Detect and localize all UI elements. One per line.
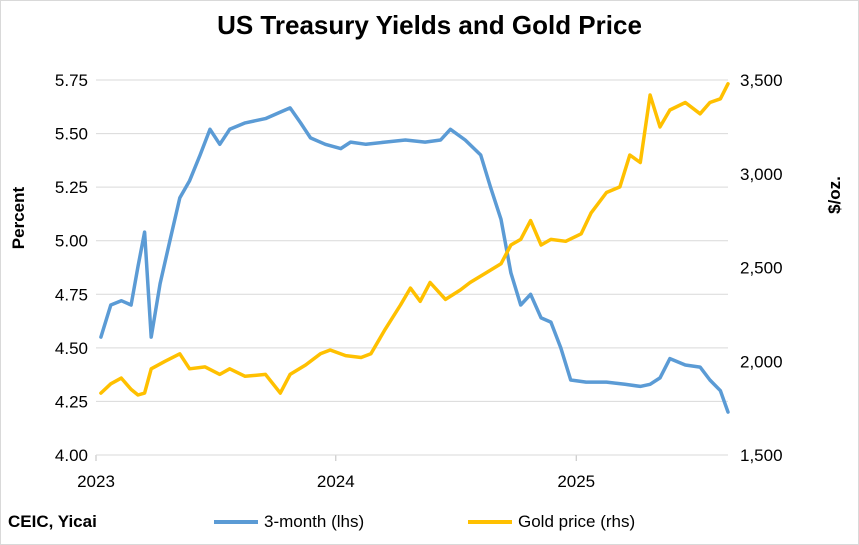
right-tick-label: 1,500 [740,446,783,465]
right-tick-label: 3,000 [740,165,783,184]
x-tick-label: 2024 [317,472,355,491]
legend-item-3-month: 3-month (lhs) [214,512,364,532]
right-axis-ticks: 1,500 2,000 2,500 3,000 3,500 [740,71,783,465]
left-tick-label: 5.00 [55,232,88,251]
left-tick-label: 5.25 [55,178,88,197]
legend-swatch-gold [468,520,512,524]
source-credit: CEIC, Yicai [8,512,97,531]
left-axis-ticks: 4.00 4.25 4.50 4.75 5.00 5.25 5.50 5.75 [55,71,88,465]
gridlines [96,79,728,402]
left-tick-label: 4.25 [55,392,88,411]
series-layer [99,82,730,414]
right-axis-label: $/oz. [825,176,844,214]
right-tick-label: 3,500 [740,71,783,90]
series-line-3-month [99,106,730,414]
left-tick-label: 4.75 [55,285,88,304]
right-tick-label: 2,500 [740,259,783,278]
x-axis-ticks: 2023 2024 2025 [77,455,595,491]
left-tick-label: 4.50 [55,339,88,358]
left-axis-label: Percent [9,186,28,249]
legend-label-gold: Gold price (rhs) [518,512,636,531]
left-tick-label: 5.75 [55,71,88,90]
right-tick-label: 2,000 [740,352,783,371]
legend-swatch-3-month [214,520,258,524]
x-tick-label: 2023 [77,472,115,491]
left-tick-label: 4.00 [55,446,88,465]
series-line-gold [99,82,730,397]
legend-item-gold: Gold price (rhs) [468,512,635,532]
chart-title: US Treasury Yields and Gold Price [217,10,642,40]
x-tick-label: 2025 [557,472,595,491]
legend-label-3-month: 3-month (lhs) [264,512,365,531]
left-tick-label: 5.50 [55,125,88,144]
